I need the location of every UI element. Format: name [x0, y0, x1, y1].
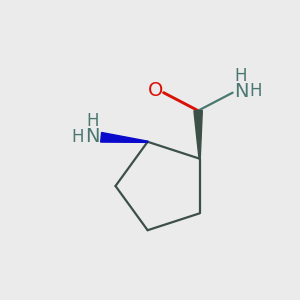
Polygon shape: [101, 133, 148, 142]
Text: H: H: [86, 112, 98, 130]
Text: H: H: [71, 128, 84, 146]
Text: H: H: [249, 82, 262, 100]
Text: O: O: [148, 81, 163, 100]
Text: N: N: [234, 82, 248, 101]
Text: H: H: [235, 67, 247, 85]
Polygon shape: [194, 110, 202, 159]
Text: N: N: [85, 127, 99, 146]
